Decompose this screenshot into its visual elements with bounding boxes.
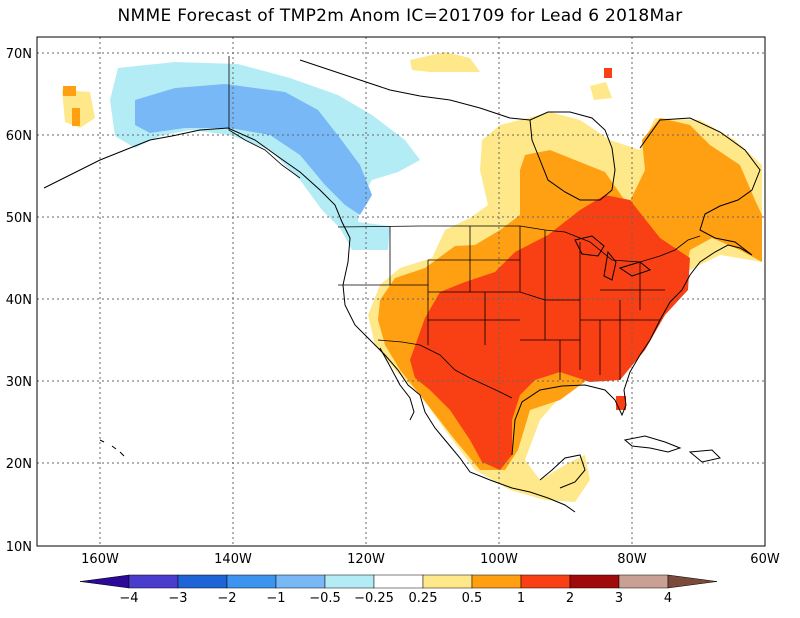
coastlines xyxy=(43,59,761,513)
colorbar-label: −1 xyxy=(266,591,285,606)
lon-axis: 160W 140W 120W 100W 80W 60W xyxy=(81,552,780,567)
colorbar-label: 2 xyxy=(566,591,574,606)
alaska-canada-border xyxy=(228,56,301,179)
colorbar-label: 0.5 xyxy=(462,591,483,606)
cuba-outline xyxy=(623,435,682,453)
anomaly-region-moderate-warm-alaska-2 xyxy=(72,108,80,126)
colorbar-swatch xyxy=(618,574,669,589)
lon-label: 80W xyxy=(617,552,647,567)
lon-label: 60W xyxy=(750,552,780,567)
colorbar-swatch xyxy=(226,574,277,589)
lon-label: 100W xyxy=(480,552,518,567)
colorbar-arrow-left xyxy=(79,574,130,589)
colorbar-swatch xyxy=(128,574,179,589)
hispaniola-outline xyxy=(688,449,721,463)
lon-label: 140W xyxy=(214,552,252,567)
colorbar-label: −2 xyxy=(217,591,236,606)
lat-label: 10N xyxy=(6,540,32,555)
hudson-bay-outline xyxy=(529,111,616,201)
lat-label: 40N xyxy=(6,293,32,308)
lon-label: 160W xyxy=(81,552,119,567)
anomaly-region-strong-warm xyxy=(410,195,690,470)
map-title: NMME Forecast of TMP2m Anom IC=201709 fo… xyxy=(117,6,683,26)
colorbar-swatch xyxy=(422,574,473,589)
colorbar-label: −3 xyxy=(168,591,187,606)
lat-label: 50N xyxy=(6,211,32,226)
gulf-coast-outline xyxy=(511,244,753,456)
anomaly-region-weak-warm-north xyxy=(410,52,480,72)
colorbar-swatch xyxy=(373,574,424,589)
anomaly-field xyxy=(62,52,762,502)
colorbar-label: 0.25 xyxy=(409,591,438,606)
lat-label: 20N xyxy=(6,457,32,472)
colorbar-label: 1 xyxy=(517,591,525,606)
anomaly-region-moderate-warm-alaska xyxy=(63,86,76,96)
anomaly-region-moderate-cold xyxy=(135,84,372,215)
lon-label: 120W xyxy=(347,552,385,567)
political-borders xyxy=(228,56,701,399)
colorbar-swatch xyxy=(471,574,522,589)
baja-outline xyxy=(379,347,415,421)
yucatan-outline xyxy=(539,454,586,489)
colorbar-arrow-right xyxy=(667,574,718,589)
colorbar-label: −4 xyxy=(119,591,138,606)
anomaly-region-weak-warm-hudson xyxy=(590,82,612,100)
colorbar-label: −0.25 xyxy=(354,591,394,606)
colorbar-label: −0.5 xyxy=(309,591,341,606)
map-gridlines xyxy=(37,37,765,546)
colorbar-swatch xyxy=(177,574,228,589)
arctic-coast-outline xyxy=(299,59,531,121)
colorbar-swatch xyxy=(569,574,620,589)
colorbar-swatch xyxy=(324,574,375,589)
hawaii-islands xyxy=(99,439,125,457)
lat-axis: 70N 60N 50N 40N 30N 20N 10N xyxy=(6,47,32,555)
colorbar-label: 3 xyxy=(615,591,623,606)
anomaly-region-strong-warm-hudson xyxy=(604,68,612,78)
us-state-borders xyxy=(338,226,665,380)
labrador-outline xyxy=(639,117,761,256)
colorbar-swatch xyxy=(275,574,326,589)
colorbar: −4 −3 −2 −1 −0.5 −0.25 0.25 0.5 1 2 3 4 xyxy=(79,574,718,606)
lat-label: 60N xyxy=(6,129,32,144)
colorbar-label: 4 xyxy=(664,591,672,606)
west-coast-outline xyxy=(43,127,576,513)
lat-label: 30N xyxy=(6,375,32,390)
lat-label: 70N xyxy=(6,47,32,62)
us-mexico-border xyxy=(377,339,513,399)
plot-frame xyxy=(36,36,766,547)
colorbar-swatch xyxy=(520,574,571,589)
